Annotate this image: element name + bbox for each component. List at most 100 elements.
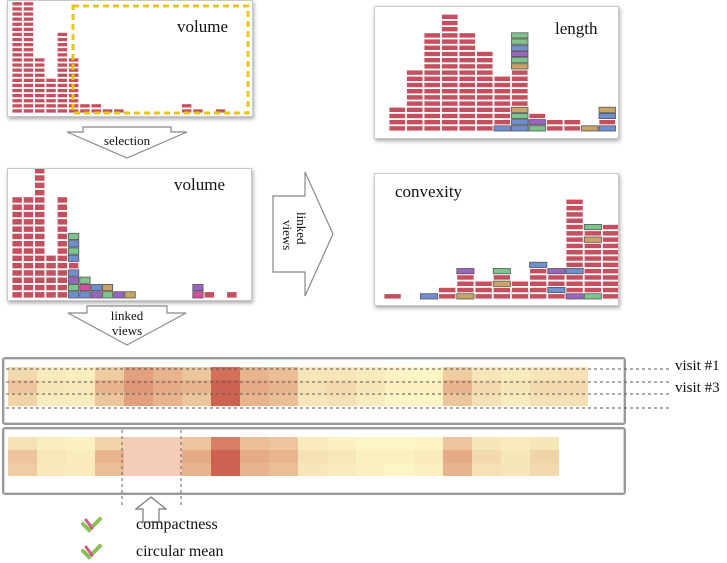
length-bar-block: [528, 125, 546, 132]
selection-arrow-label: selection: [104, 133, 151, 148]
linked-views-right-label-2: views: [280, 220, 295, 250]
convexity-bar-block: [565, 217, 584, 224]
heatmap-top-cell: [298, 367, 327, 380]
convexity-bar-block: [456, 268, 475, 275]
volume-mid-bar-block: [56, 218, 68, 226]
heatmap-bottom-cell: [327, 437, 356, 450]
heatmap-top-cell: [182, 380, 211, 393]
length-bar-block: [476, 63, 494, 70]
volume-top-bar-block: [11, 1, 23, 7]
linked-views-right-label-1: linked: [294, 212, 309, 245]
length-bar-block: [441, 51, 459, 58]
convexity-bar-block: [565, 249, 584, 256]
volume-mid-bar-block: [22, 291, 35, 299]
heatmap-top[interactable]: [2, 357, 626, 425]
heatmap-bottom-cell: [414, 463, 443, 476]
volume-top-bar-block: [34, 72, 46, 78]
volume-mid-bar-block: [56, 225, 68, 233]
legend-item-compactness[interactable]: compactness: [80, 516, 218, 534]
visit-1-label: visit #1: [675, 358, 720, 374]
volume-mid-bar-block: [34, 203, 46, 211]
convexity-histogram[interactable]: convexity: [374, 173, 619, 306]
heatmap-bottom[interactable]: [2, 427, 626, 495]
linked-views-down-label-2: views: [112, 323, 142, 338]
heatmap-top-cell: [443, 367, 472, 380]
volume-mid-bar-block: [34, 196, 46, 204]
volume-top-bar-block: [11, 6, 23, 12]
volume-top-bar-block: [22, 57, 35, 63]
volume-mid-bar-block: [68, 291, 80, 299]
heatmap-top-cell: [501, 380, 530, 393]
heatmap-bottom-cell: [182, 450, 211, 463]
volume-top-bar-block: [11, 103, 23, 109]
heatmap-top-cell: [501, 367, 530, 380]
volume-top-bar-block: [11, 47, 23, 53]
length-bar-block: [458, 51, 476, 58]
heatmap-bottom-cell: [240, 463, 269, 476]
volume-top-bar-block: [22, 16, 35, 22]
legend-item-circular-mean[interactable]: circular mean: [80, 543, 224, 561]
volume-top-bar-block: [45, 103, 57, 109]
volume-top-bar-block: [22, 31, 35, 37]
volume-mid-bar-block: [34, 269, 46, 277]
heatmap-top-cell: [269, 393, 298, 406]
heatmap-top-cell: [37, 367, 66, 380]
convexity-bar-block: [529, 287, 548, 294]
convexity-bar-block: [492, 293, 511, 300]
length-histogram[interactable]: length: [374, 6, 619, 139]
length-bar-block: [493, 100, 511, 107]
length-bar-block: [511, 94, 529, 101]
length-bar-block: [441, 44, 459, 51]
convexity-bar-block: [565, 211, 584, 218]
volume-top-bar-block: [22, 47, 35, 53]
heatmap-bottom-cell: [182, 437, 211, 450]
volume-mid-bar-block: [11, 240, 23, 248]
volume-top-bar-block: [22, 88, 35, 93]
volume-top-bar-block: [11, 62, 23, 68]
heatmap-top-cell: [559, 380, 588, 393]
convexity-bar-block: [583, 287, 602, 294]
volume-top-bar-block: [11, 42, 23, 48]
selection-rectangle[interactable]: [71, 4, 250, 115]
heatmap-top-cell: [182, 393, 211, 406]
length-bar-block: [441, 75, 459, 82]
heatmap-top-cell: [356, 367, 385, 380]
volume-mid-bar-block: [34, 291, 46, 299]
convexity-bar-block: [547, 268, 566, 275]
volume-histogram-top[interactable]: volume: [7, 0, 253, 117]
convexity-bar-block: [565, 198, 584, 205]
length-bar-block: [388, 106, 406, 113]
heatmap-bottom-cell: [356, 463, 385, 476]
length-bar-block: [423, 32, 441, 39]
volume-top-bar-block: [56, 72, 68, 78]
volume-top-bar-block: [11, 21, 23, 27]
volume-mid-bar-block: [68, 284, 80, 292]
volume-mid-bar-block: [203, 291, 215, 299]
volume-histogram-linked[interactable]: volume: [7, 168, 252, 301]
length-bar-block: [441, 38, 459, 45]
length-bar-block: [476, 82, 494, 89]
convexity-bar-block: [601, 255, 618, 262]
volume-top-bar-block: [79, 103, 91, 109]
length-bar-block: [406, 82, 424, 89]
volume-mid-bar-block: [34, 240, 46, 248]
heatmap-bottom-cell: [240, 437, 269, 450]
volume-mid-bar-block: [11, 269, 23, 277]
convexity-bar-block: [601, 261, 618, 268]
selected-column-overlay: [124, 437, 182, 476]
convexity-bar-block: [529, 268, 548, 275]
volume-mid-bar-block: [11, 262, 23, 270]
convexity-bar-block: [565, 255, 584, 262]
length-bar-block: [476, 75, 494, 82]
volume-mid-bar-block: [11, 225, 23, 233]
convexity-bar-block: [529, 261, 548, 268]
convexity-bar-block: [456, 293, 475, 300]
length-bar-block: [441, 100, 459, 107]
volume-mid-bar-block: [56, 276, 68, 284]
volume-top-bar-block: [22, 52, 35, 58]
convexity-bar-block: [565, 236, 584, 243]
volume-top-bar-block: [34, 98, 46, 104]
heatmap-top-cell: [124, 367, 153, 380]
volume-mid-bar-block: [22, 269, 35, 277]
volume-top-bar-block: [22, 98, 35, 104]
